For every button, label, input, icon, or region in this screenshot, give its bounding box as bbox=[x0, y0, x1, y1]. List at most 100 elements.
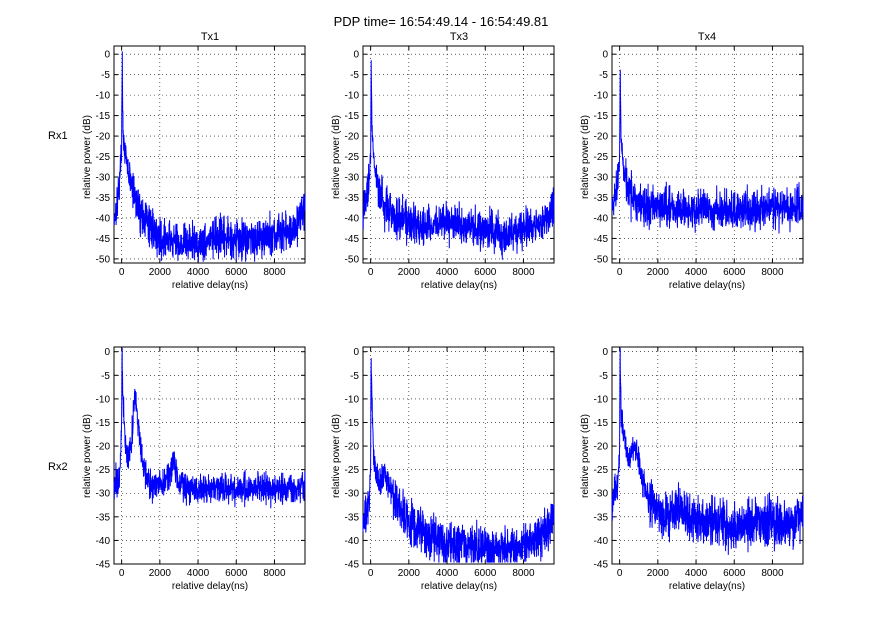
y-tick-label: -25 bbox=[345, 152, 360, 163]
y-tick-label: 0 bbox=[104, 50, 110, 61]
y-tick-label: -15 bbox=[345, 111, 360, 122]
y-tick-label: -35 bbox=[594, 512, 609, 523]
y-tick-label: -35 bbox=[96, 512, 111, 523]
x-tick-label: 8000 bbox=[512, 267, 535, 278]
x-axis-label: relative delay(ns) bbox=[669, 581, 745, 592]
column-title-tx4: Tx4 bbox=[698, 31, 716, 43]
column-title-tx3: Tx3 bbox=[450, 31, 468, 43]
x-tick-label: 6000 bbox=[225, 267, 248, 278]
y-tick-label: -10 bbox=[594, 91, 609, 102]
x-tick-label: 0 bbox=[119, 267, 125, 278]
x-tick-label: 4000 bbox=[436, 267, 459, 278]
pdp-series-line bbox=[611, 347, 804, 555]
y-tick-label: 0 bbox=[353, 50, 359, 61]
x-tick-label: 2000 bbox=[149, 267, 172, 278]
y-tick-label: -45 bbox=[594, 234, 609, 245]
y-tick-label: -45 bbox=[345, 560, 360, 571]
y-tick-label: -30 bbox=[594, 173, 609, 184]
y-tick-label: -35 bbox=[345, 193, 360, 204]
plot-rx2-tx1: 0 2000 4000 6000 8000 0 -5 -10 -15 -20 -25 -30 -35 -4… bbox=[96, 346, 306, 579]
y-tick-label: 0 bbox=[353, 347, 359, 358]
y-tick-label: -30 bbox=[96, 173, 111, 184]
panel-rx2-tx4: 0 2000 4000 6000 8000 0 -5 -10 -15 -20 -25 -30 -35 -4… bbox=[580, 346, 804, 592]
panel-rx2-tx3: 0 2000 4000 6000 8000 0 -5 -10 -15 -20 -25 -30 -35 -4… bbox=[331, 346, 555, 592]
x-tick-label: 0 bbox=[617, 267, 623, 278]
y-tick-label: -30 bbox=[345, 489, 360, 500]
y-tick-label: -40 bbox=[96, 213, 111, 224]
y-tick-label: -20 bbox=[345, 132, 360, 143]
y-axis-label: relative power (dB) bbox=[331, 115, 342, 199]
x-tick-label: 2000 bbox=[398, 267, 421, 278]
y-tick-label: -20 bbox=[594, 442, 609, 453]
x-tick-label: 2000 bbox=[647, 267, 670, 278]
plot-rx1-tx4: 0 2000 4000 6000 8000 0 -5 -10 -15 -20 -25 -30 -35 -4… bbox=[594, 45, 804, 278]
y-tick-label: -20 bbox=[345, 442, 360, 453]
y-tick-label: -50 bbox=[96, 254, 111, 265]
y-tick-label: -5 bbox=[101, 371, 110, 382]
y-tick-label: -5 bbox=[350, 70, 359, 81]
y-tick-label: -25 bbox=[96, 152, 111, 163]
x-tick-label: 2000 bbox=[398, 568, 421, 579]
pdp-series-line bbox=[611, 69, 804, 234]
y-tick-label: -5 bbox=[599, 70, 608, 81]
y-tick-label: -45 bbox=[96, 560, 111, 571]
x-axis-label: relative delay(ns) bbox=[421, 280, 497, 291]
x-axis-label: relative delay(ns) bbox=[172, 280, 248, 291]
y-tick-label: -10 bbox=[96, 394, 111, 405]
y-tick-label: -25 bbox=[594, 152, 609, 163]
y-tick-label: -10 bbox=[594, 394, 609, 405]
x-tick-label: 6000 bbox=[225, 568, 248, 579]
y-tick-label: -5 bbox=[350, 371, 359, 382]
x-tick-label: 6000 bbox=[474, 267, 497, 278]
y-tick-label: 0 bbox=[104, 347, 110, 358]
y-tick-label: -25 bbox=[345, 465, 360, 476]
x-tick-label: 8000 bbox=[761, 568, 784, 579]
x-tick-label: 0 bbox=[368, 568, 374, 579]
plot-rx2-tx4: 0 2000 4000 6000 8000 0 -5 -10 -15 -20 -25 -30 -35 -4… bbox=[594, 346, 804, 579]
pdp-series-line bbox=[113, 347, 306, 509]
plot-background bbox=[113, 346, 306, 565]
y-tick-label: 0 bbox=[602, 50, 608, 61]
figure-title: PDP time= 16:54:49.14 - 16:54:49.81 bbox=[334, 14, 549, 29]
y-tick-label: -5 bbox=[101, 70, 110, 81]
x-tick-label: 4000 bbox=[187, 267, 210, 278]
y-tick-label: -15 bbox=[594, 111, 609, 122]
x-axis-label: relative delay(ns) bbox=[172, 581, 248, 592]
plot-background bbox=[611, 45, 804, 264]
y-tick-label: -35 bbox=[96, 193, 111, 204]
y-tick-label: -30 bbox=[345, 173, 360, 184]
x-axis-label: relative delay(ns) bbox=[669, 280, 745, 291]
x-axis-label: relative delay(ns) bbox=[421, 581, 497, 592]
y-tick-label: -20 bbox=[96, 132, 111, 143]
y-tick-label: -10 bbox=[345, 91, 360, 102]
y-tick-label: -40 bbox=[96, 536, 111, 547]
x-tick-label: 6000 bbox=[723, 267, 746, 278]
x-tick-label: 6000 bbox=[723, 568, 746, 579]
x-tick-label: 6000 bbox=[474, 568, 497, 579]
y-tick-label: -40 bbox=[345, 536, 360, 547]
y-axis-label: relative power (dB) bbox=[580, 115, 591, 199]
y-tick-label: 0 bbox=[602, 347, 608, 358]
y-tick-label: -30 bbox=[96, 489, 111, 500]
y-tick-label: -50 bbox=[594, 254, 609, 265]
y-tick-label: -10 bbox=[345, 394, 360, 405]
panel-rx2-tx1: 0 2000 4000 6000 8000 0 -5 -10 -15 -20 -25 -30 -35 -4… bbox=[82, 346, 306, 592]
x-tick-label: 0 bbox=[617, 568, 623, 579]
y-axis-label: relative power (dB) bbox=[580, 414, 591, 498]
panel-rx1-tx4: Tx4 0 2000 4000 6000 8000 0 -5 -10 -15 -20 -25 -30 -… bbox=[580, 31, 804, 291]
x-tick-label: 8000 bbox=[761, 267, 784, 278]
x-tick-label: 4000 bbox=[187, 568, 210, 579]
y-axis-label: relative power (dB) bbox=[82, 414, 93, 498]
x-tick-label: 2000 bbox=[647, 568, 670, 579]
panel-rx1-tx1: Tx1 0 2000 4000 6000 8000 0 -5 -10 -15 -20 -25 -30 -… bbox=[82, 31, 306, 291]
row-label-rx2: Rx2 bbox=[48, 461, 68, 473]
plot-rx1-tx3: 0 2000 4000 6000 8000 0 -5 -10 -15 -20 -25 -30 -35 -4… bbox=[345, 45, 555, 278]
y-tick-label: -45 bbox=[594, 560, 609, 571]
y-tick-label: -45 bbox=[96, 234, 111, 245]
y-tick-label: -15 bbox=[345, 418, 360, 429]
y-tick-label: -35 bbox=[345, 512, 360, 523]
y-tick-label: -20 bbox=[96, 442, 111, 453]
x-tick-label: 8000 bbox=[263, 267, 286, 278]
y-tick-label: -25 bbox=[594, 465, 609, 476]
